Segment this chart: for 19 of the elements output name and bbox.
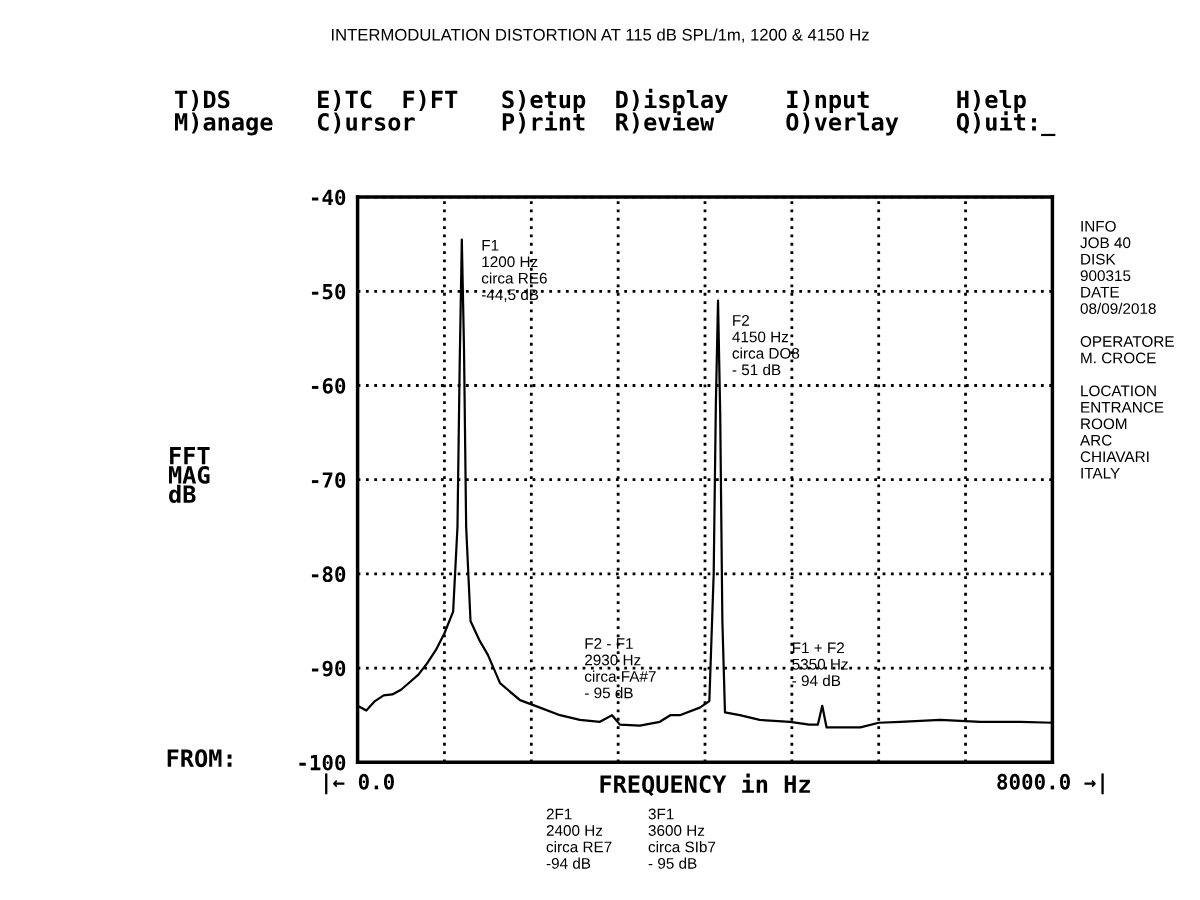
y-tick-label: -60	[311, 377, 346, 394]
y-tick-label: -40	[311, 189, 346, 206]
y-tick-label: -70	[311, 472, 346, 488]
chart-title: INTERMODULATION DISTORTION AT 115 dB SPL/1m, 1200 & 4150 Hz	[331, 28, 869, 43]
x-axis-title: FREQUENCY in Hz	[600, 773, 810, 796]
y-tick-label: -80	[311, 566, 346, 583]
y-tick-label: -100	[299, 754, 346, 771]
y-axis-title: FFT MAG dB	[168, 447, 210, 504]
x-tick-label: 8000.0 →|	[997, 773, 1104, 795]
text: INFO JOB 40 DISK 900315 DATE 08/09/2018 OPERATORE M. CROCE LOCATION ENTRANCE ROOM ARC CHIAVARI ITALY	[1080, 220, 1174, 479]
y-tick-label: -90	[311, 660, 346, 677]
text: 3F1 3600 Hz circa SIb7 - 95 dB	[648, 808, 716, 869]
text: FROM:	[167, 749, 232, 768]
y-tick-label: -50	[311, 283, 346, 300]
annotation: F2 4150 Hz circa DO8 - 51 dB	[732, 315, 800, 376]
x-tick-label: |← 0.0	[325, 773, 394, 795]
text: T)DS E)TC F)FT S)etup D)isplay I)nput H)elp	[175, 88, 1026, 113]
text: 2F1 2400 Hz circa RE7 -94 dB	[546, 808, 612, 869]
annotation: F1 + F2 5350 Hz - 94 dB	[792, 642, 848, 687]
